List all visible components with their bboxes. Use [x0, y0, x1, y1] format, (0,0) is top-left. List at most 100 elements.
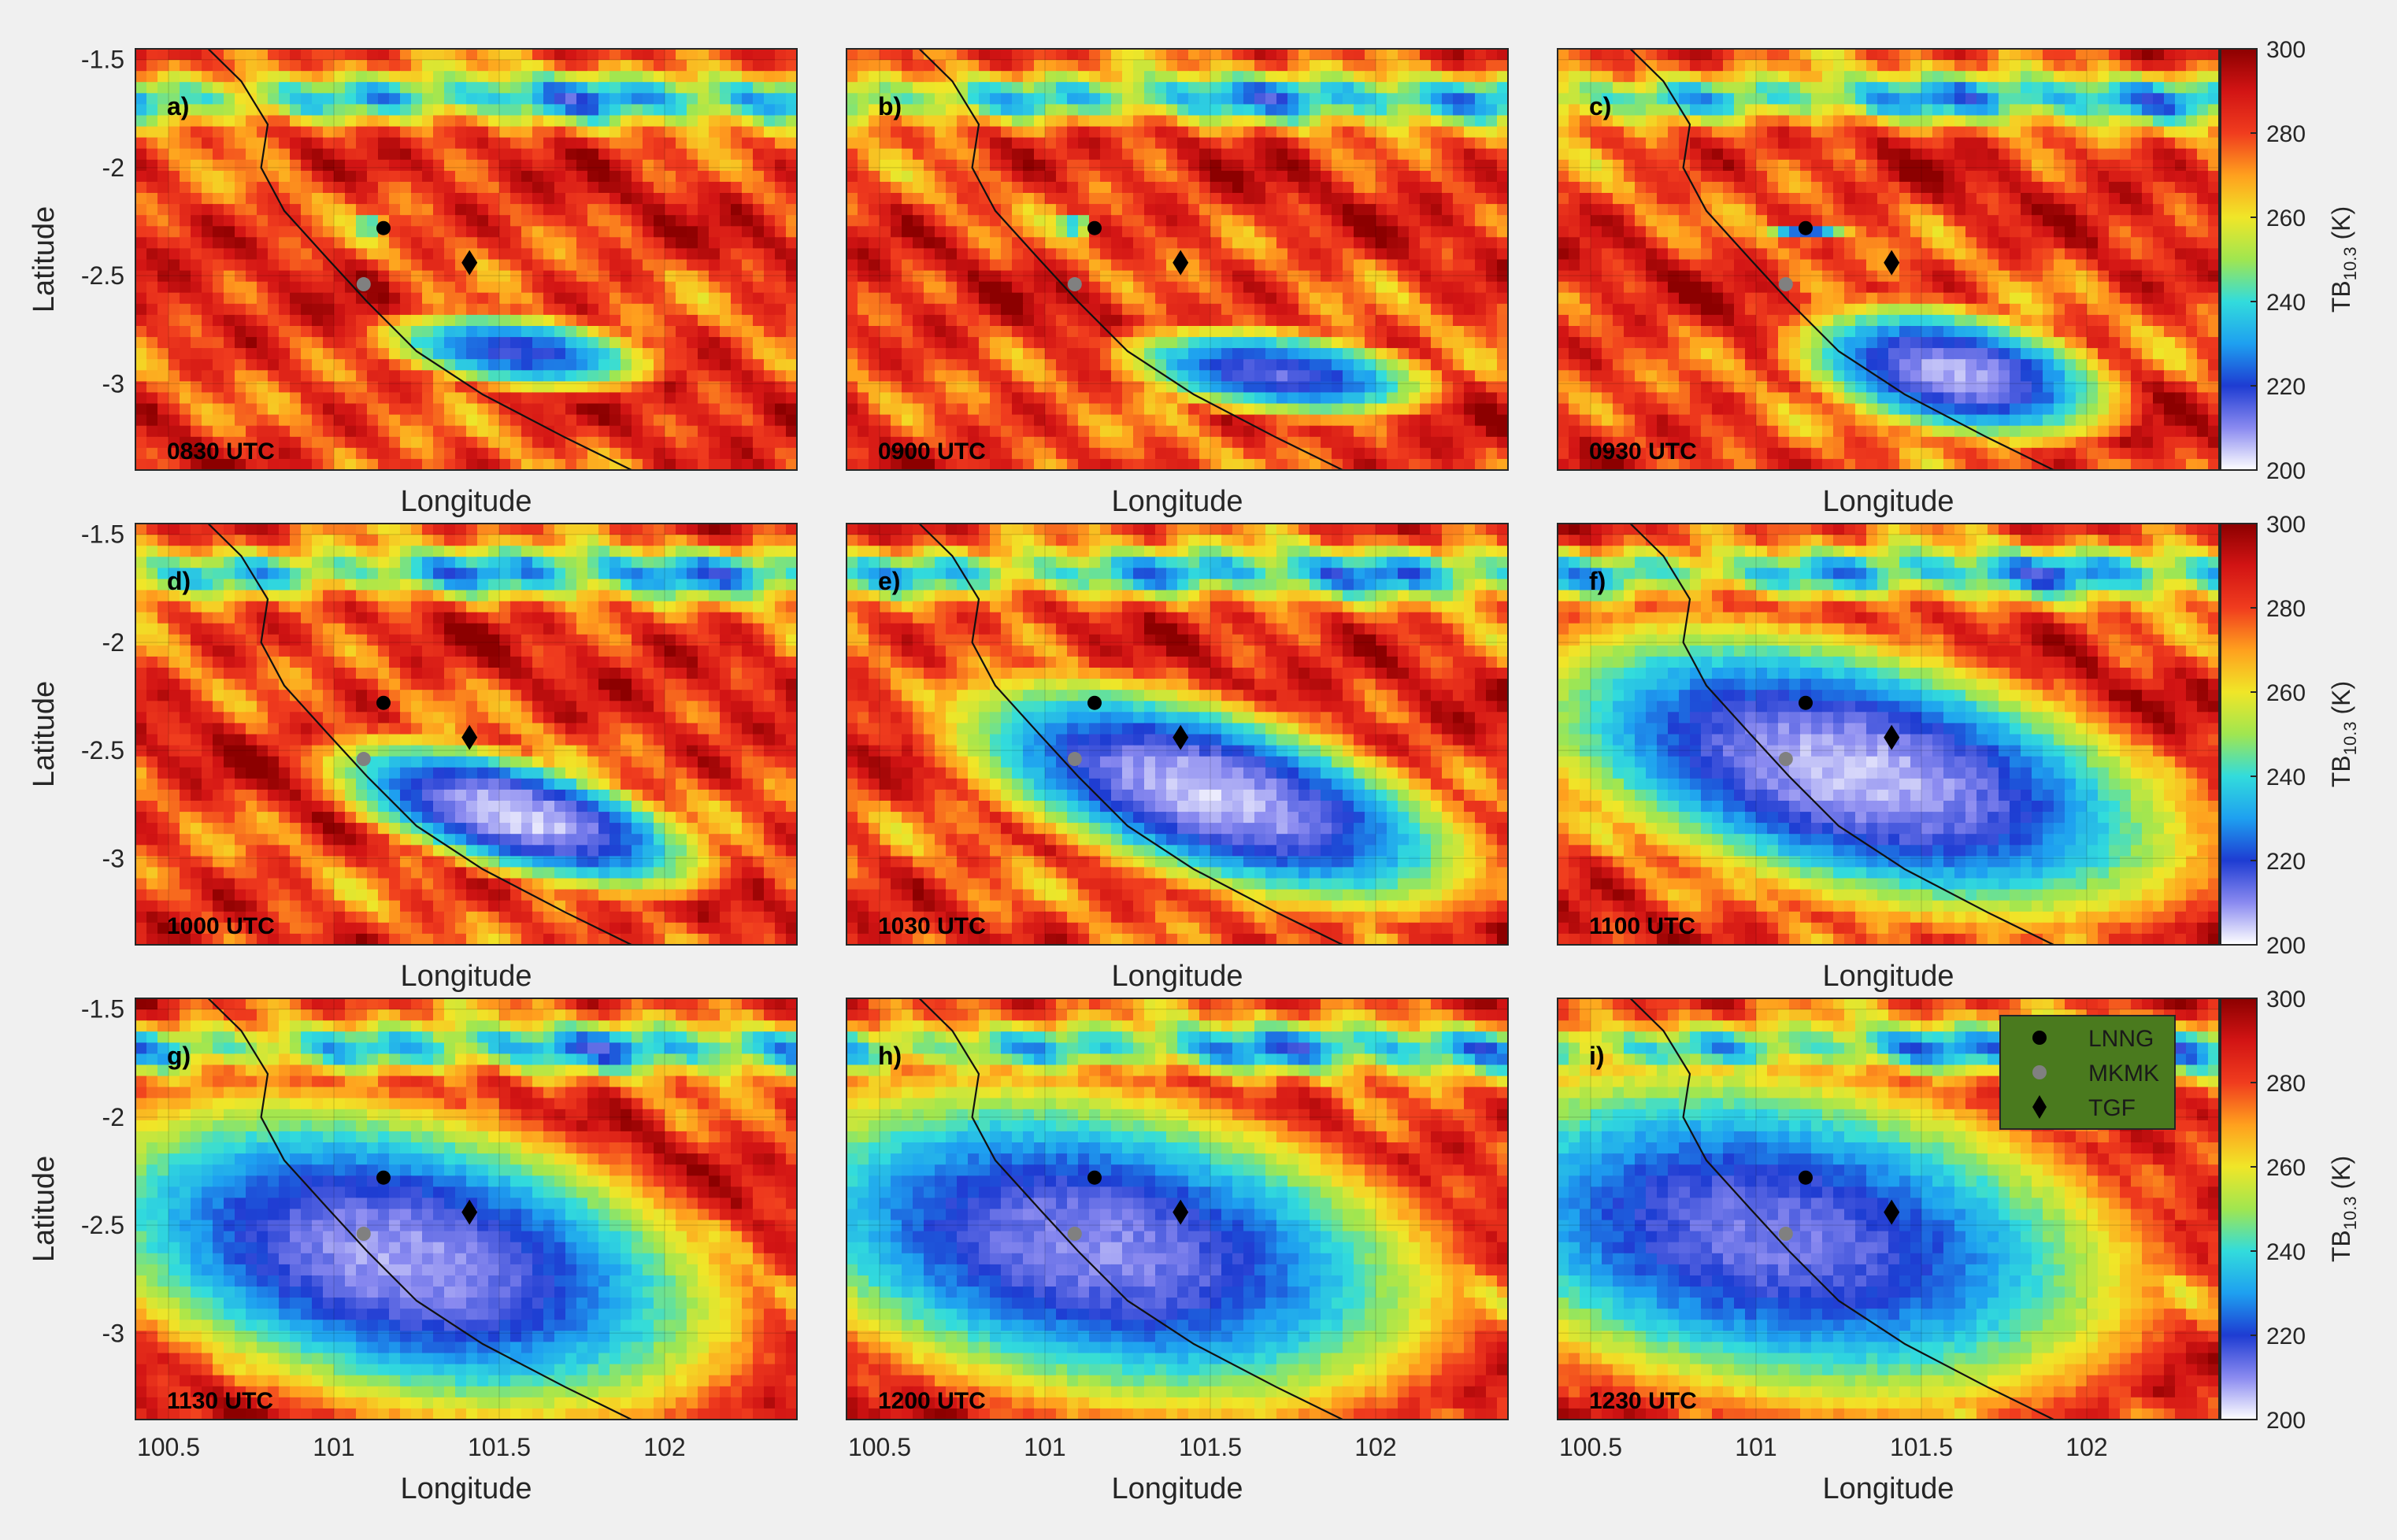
colorbar-tick-label: 300	[2266, 37, 2306, 63]
coastline	[918, 524, 1343, 945]
coastline	[207, 524, 632, 945]
panel-time: 0830 UTC	[167, 439, 275, 465]
panel-time: 0930 UTC	[1589, 439, 1697, 465]
marker-lnng	[1799, 220, 1813, 235]
axes-frame	[135, 998, 798, 1420]
colorbar-tick-label: 220	[2266, 1323, 2306, 1349]
panel-g: g) 1130 UTC -1.5 -2 -2.5 -3 Latitude 100.5 101 10…	[28, 995, 798, 1505]
panel-e: e) 1030 UTC Longitude	[846, 523, 1509, 993]
axes-frame	[1557, 998, 2220, 1420]
marker-mkmk	[1778, 1227, 1793, 1242]
panel-c: c) 0930 UTC Longitude	[1557, 48, 2220, 518]
panel-d: d) 1000 UTC -1.5 -2 -2.5 -3 Latitude Longitude	[28, 520, 798, 993]
colorbars: 200 220 240 260 280 300 TB10.3 (K) 200 220 240 260…	[2220, 37, 2360, 1434]
tb-field	[847, 49, 1508, 470]
colorbar-ramp	[2220, 523, 2258, 946]
x-tick-label: 102	[643, 1433, 685, 1461]
colorbar: 200 220 240 260 280 300 TB10.3 (K)	[2220, 987, 2360, 1434]
coastline	[207, 998, 632, 1420]
marker-lnng	[1799, 695, 1813, 710]
y-tick-label: -3	[102, 844, 124, 872]
y-tick-label: -1.5	[81, 520, 124, 549]
colorbar-ramp	[2220, 48, 2258, 471]
panel-label: b)	[878, 92, 902, 120]
coastline	[918, 49, 1343, 470]
marker-tgf	[1173, 250, 1189, 276]
colorbar-tick-label: 220	[2266, 374, 2306, 400]
panel-b: b) 0900 UTC Longitude	[846, 48, 1509, 518]
x-tick-label: 100.5	[848, 1433, 911, 1461]
marker-tgf	[1884, 724, 1900, 750]
x-axis-label: Longitude	[401, 485, 532, 518]
colorbar-tick-label: 260	[2266, 205, 2306, 231]
marker-tgf	[1884, 1199, 1900, 1225]
marker-mkmk	[356, 752, 371, 767]
marker-mkmk	[1778, 752, 1793, 767]
marker-lnng	[1087, 220, 1102, 235]
tb-field	[1558, 49, 2219, 470]
marker-mkmk	[1067, 1227, 1082, 1242]
marker-mkmk	[1067, 752, 1082, 767]
x-tick-label: 102	[2065, 1433, 2107, 1461]
y-tick-label: -1.5	[81, 995, 124, 1024]
y-tick-label: -2.5	[81, 261, 124, 290]
y-tick-label: -2	[102, 1103, 124, 1131]
panel-grid: a)0830 UTC-1.5-2-2.5-3LatitudeLongitudeb…	[28, 46, 2220, 1505]
axes-frame	[1557, 523, 2220, 946]
colorbar-ramp	[2220, 998, 2258, 1420]
marker-tgf	[1173, 724, 1189, 750]
x-axis-label: Longitude	[1112, 960, 1243, 993]
panel-time: 0900 UTC	[878, 439, 986, 465]
panel-time: 1100 UTC	[1589, 913, 1695, 939]
grid	[1558, 49, 2219, 470]
y-tick-label: -1.5	[81, 46, 124, 74]
colorbar-tick-label: 220	[2266, 849, 2306, 875]
coastline	[207, 49, 632, 470]
x-tick-label: 101.5	[1179, 1433, 1242, 1461]
coastline	[1629, 998, 2054, 1420]
colorbar-tick-label: 280	[2266, 1071, 2306, 1097]
x-axis-label: Longitude	[401, 1472, 532, 1505]
legend-box	[1999, 1015, 2176, 1130]
tb-field	[847, 998, 1508, 1420]
axes-frame	[135, 48, 798, 471]
panel-label: g)	[167, 1042, 191, 1070]
colorbar-tick-label: 200	[2266, 458, 2306, 484]
x-tick-label: 101	[1024, 1433, 1065, 1461]
marker-tgf	[461, 1199, 478, 1225]
panel-label: i)	[1589, 1042, 1605, 1070]
marker-lnng	[376, 220, 391, 235]
tb-field	[135, 998, 797, 1420]
colorbar-tick-label: 240	[2266, 1239, 2306, 1265]
coastline	[1629, 49, 2054, 470]
panel-label: a)	[167, 92, 189, 120]
panel-time: 1130 UTC	[167, 1388, 273, 1414]
marker-lnng	[1087, 695, 1102, 710]
marker-lnng	[1087, 1170, 1102, 1185]
y-axis-label: Latitude	[28, 1156, 61, 1262]
marker-tgf	[461, 250, 478, 276]
x-tick-label: 100.5	[1559, 1433, 1622, 1461]
marker-lnng	[1799, 1170, 1813, 1185]
panel-a: a) 0830 UTC -1.5 -2 -2.5 -3 Latitude Longitude	[28, 46, 798, 518]
legend: LNNG MKMK TGF	[1999, 1015, 2176, 1130]
x-axis-label: Longitude	[1823, 485, 1954, 518]
y-tick-label: -2.5	[81, 736, 124, 764]
panel-label: c)	[1589, 92, 1611, 120]
legend-symbol-tgf	[2032, 1095, 2047, 1119]
x-axis-label: Longitude	[401, 960, 532, 993]
y-axis-label: Latitude	[28, 206, 61, 313]
colorbar-tick-label: 300	[2266, 987, 2306, 1012]
colorbar-tick-label: 240	[2266, 764, 2306, 790]
x-axis-label: Longitude	[1112, 485, 1243, 518]
tb-field	[1558, 524, 2219, 945]
legend-symbol-mkmk	[2032, 1065, 2047, 1079]
colorbar: 200 220 240 260 280 300 TB10.3 (K)	[2220, 512, 2360, 959]
panel-f: f) 1100 UTC Longitude	[1557, 523, 2220, 993]
y-tick-label: -2	[102, 154, 124, 182]
panel-time: 1030 UTC	[878, 913, 986, 939]
panel-label: d)	[167, 567, 191, 595]
y-tick-label: -2	[102, 628, 124, 657]
legend-entry: LNNG	[2088, 1026, 2154, 1052]
tb-field	[135, 49, 797, 470]
